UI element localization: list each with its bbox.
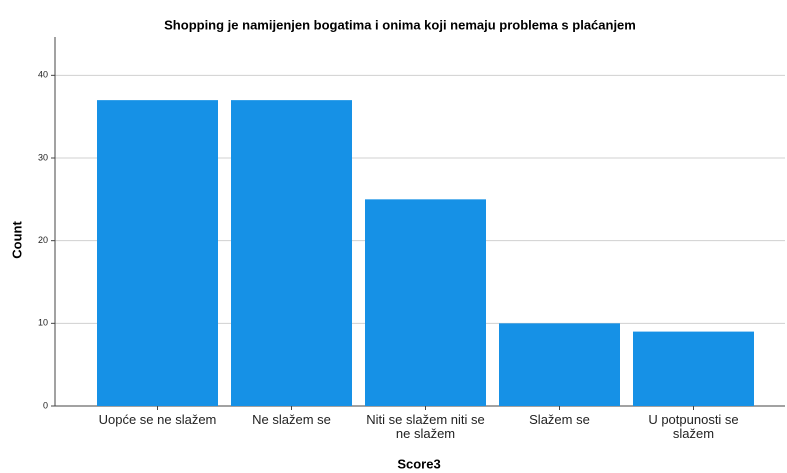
y-tick-label: 30 — [38, 152, 48, 162]
bar — [365, 199, 486, 406]
y-tick-label: 0 — [43, 400, 48, 410]
x-tick-label: U potpunosti se slažem — [648, 412, 739, 441]
x-tick-label: Slažem se — [529, 412, 590, 427]
x-tick-label: Niti se slažem niti se ne slažem — [366, 412, 485, 441]
chart-title: Shopping je namijenjen bogatima i onima … — [164, 17, 636, 32]
bar — [231, 100, 352, 406]
x-tick-label: Uopće se ne slažem — [98, 412, 217, 427]
y-tick-label: 40 — [38, 70, 48, 80]
bar — [499, 323, 620, 406]
bar — [97, 100, 218, 406]
bar — [633, 331, 754, 406]
y-axis-label: Count — [9, 221, 24, 259]
y-tick-label: 10 — [38, 318, 48, 328]
x-axis-label: Score3 — [397, 456, 440, 471]
y-tick-label: 20 — [38, 235, 48, 245]
x-tick-label: Ne slažem se — [252, 412, 331, 427]
